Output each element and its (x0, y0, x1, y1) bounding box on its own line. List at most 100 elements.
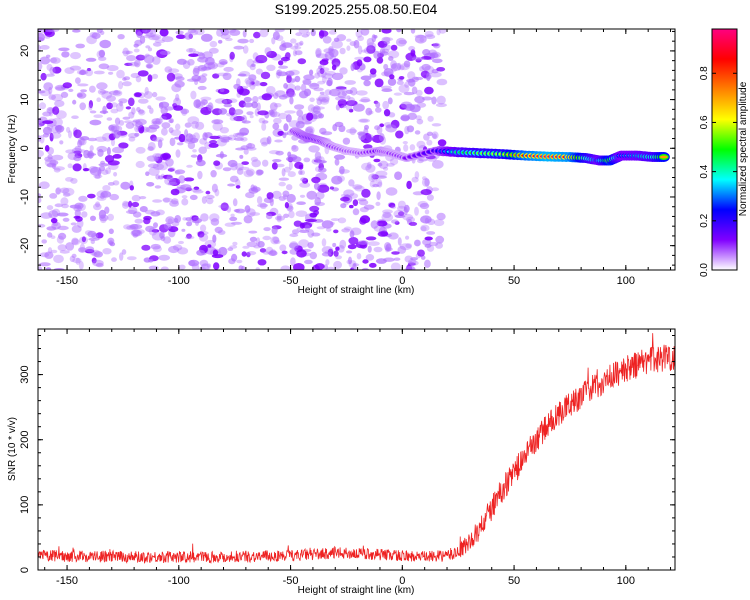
heatmap-noise-blob (347, 244, 357, 250)
heatmap-noise-blob (363, 204, 375, 210)
heatmap-noise-blob (200, 263, 209, 270)
heatmap-noise-blob (388, 56, 394, 61)
heatmap-noise-blob (159, 29, 169, 37)
heatmap-noise-blob (290, 38, 297, 44)
heatmap-noise-blob (333, 154, 346, 160)
heatmap-noise-blob (211, 119, 224, 125)
heatmap-noise-blob (349, 127, 357, 136)
heatmap-noise-blob (108, 124, 115, 131)
heatmap-noise-blob (185, 235, 195, 240)
heatmap-noise-blob (354, 185, 365, 192)
heatmap-noise-blob (379, 123, 385, 128)
heatmap-noise-blob (246, 58, 255, 68)
heatmap-noise-blob (254, 108, 260, 117)
heatmap-noise-blob (410, 257, 418, 261)
heatmap-noise-blob (311, 176, 321, 184)
heatmap-noise-blob (333, 260, 342, 269)
heatmap-noise-blob (414, 206, 419, 216)
heatmap-noise-blob (261, 93, 272, 101)
heatmap-noise-blob (207, 244, 212, 248)
heatmap-noise-blob (88, 166, 98, 173)
heatmap-noise-blob (404, 125, 410, 135)
heatmap-noise-blob (137, 70, 149, 77)
heatmap-noise-blob (60, 197, 69, 206)
heatmap-noise-blob (135, 160, 145, 169)
heatmap-noise-blob (216, 72, 229, 77)
heatmap-noise-blob (383, 257, 395, 262)
heatmap-noise-blob (97, 148, 104, 157)
heatmap-noise-blob (359, 99, 371, 103)
heatmap-noise-blob (68, 130, 72, 139)
heatmap-noise-blob (175, 123, 181, 131)
heatmap-noise-blob (255, 267, 260, 270)
heatmap-noise-blob (318, 113, 324, 119)
heatmap-noise-blob (143, 34, 152, 39)
heatmap-noise-blob (181, 195, 188, 199)
heatmap-noise-blob (424, 236, 433, 241)
heatmap-noise-blob (436, 78, 448, 86)
heatmap-noise-blob (53, 254, 64, 264)
heatmap-noise-blob (201, 263, 211, 270)
heatmap-noise-blob (191, 121, 199, 129)
heatmap-noise-blob (84, 68, 94, 77)
heatmap-noise-blob (422, 239, 432, 246)
heatmap-noise-blob (249, 38, 255, 44)
heatmap-noise-blob (100, 160, 106, 165)
heatmap-noise-blob (437, 139, 447, 147)
heatmap-noise-blob (87, 137, 97, 142)
heatmap-noise-blob (352, 184, 363, 190)
x-tick-label: -150 (56, 575, 78, 587)
heatmap-noise-blob (291, 145, 299, 152)
heatmap-noise-blob (52, 66, 62, 74)
heatmap-noise-blob (218, 204, 228, 209)
heatmap-noise-blob (152, 42, 162, 47)
heatmap-noise-blob (72, 257, 82, 264)
heatmap-noise-blob (366, 42, 377, 50)
heatmap-noise-blob (72, 163, 82, 172)
heatmap-noise-blob (307, 83, 320, 87)
heatmap-noise-blob (110, 138, 116, 147)
heatmap-noise-blob (38, 90, 46, 94)
heatmap-noise-blob (294, 50, 303, 56)
heatmap-noise-blob (50, 217, 58, 224)
heatmap-noise-blob (396, 29, 402, 33)
heatmap-noise-blob (300, 83, 307, 92)
heatmap-noise-blob (122, 116, 131, 120)
heatmap-noise-blob (287, 91, 296, 98)
heatmap-noise-blob (209, 213, 220, 222)
heatmap-noise-blob (377, 181, 383, 188)
heatmap-noise-blob (192, 190, 204, 194)
heatmap-noise-blob (331, 175, 343, 185)
heatmap-noise-blob (348, 256, 352, 265)
heatmap-noise-blob (51, 154, 64, 161)
heatmap-noise-blob (100, 30, 105, 35)
heatmap-noise-blob (350, 227, 362, 236)
heatmap-noise-blob (104, 206, 110, 214)
heatmap-noise-blob (136, 229, 145, 234)
heatmap-noise-blob (98, 49, 106, 58)
heatmap-noise-blob (276, 213, 282, 221)
heatmap-noise-blob (232, 241, 238, 246)
heatmap-noise-blob (152, 199, 163, 203)
heatmap-noise-blob (121, 249, 127, 255)
heatmap-noise-blob (403, 144, 409, 152)
heatmap-noise-blob (383, 37, 394, 42)
heatmap-noise-blob (188, 48, 193, 53)
heatmap-noise-blob (298, 29, 309, 35)
heatmap-noise-blob (143, 215, 152, 221)
heatmap-noise-blob (306, 190, 318, 200)
heatmap-noise-blob (205, 194, 215, 200)
heatmap-noise-blob (105, 167, 111, 175)
heatmap-noise-blob (78, 247, 87, 253)
heatmap-noise-blob (61, 51, 70, 58)
heatmap-noise-blob (431, 187, 440, 192)
heatmap-noise-blob (89, 85, 96, 93)
heatmap-noise-blob (350, 63, 355, 72)
heatmap-noise-blob (365, 254, 375, 261)
heatmap-noise-blob (54, 100, 65, 107)
heatmap-noise-blob (402, 213, 414, 221)
heatmap-noise-blob (359, 119, 369, 123)
heatmap-noise-blob (112, 90, 123, 97)
heatmap-noise-blob (331, 72, 344, 81)
heatmap-noise-blob (151, 118, 163, 125)
